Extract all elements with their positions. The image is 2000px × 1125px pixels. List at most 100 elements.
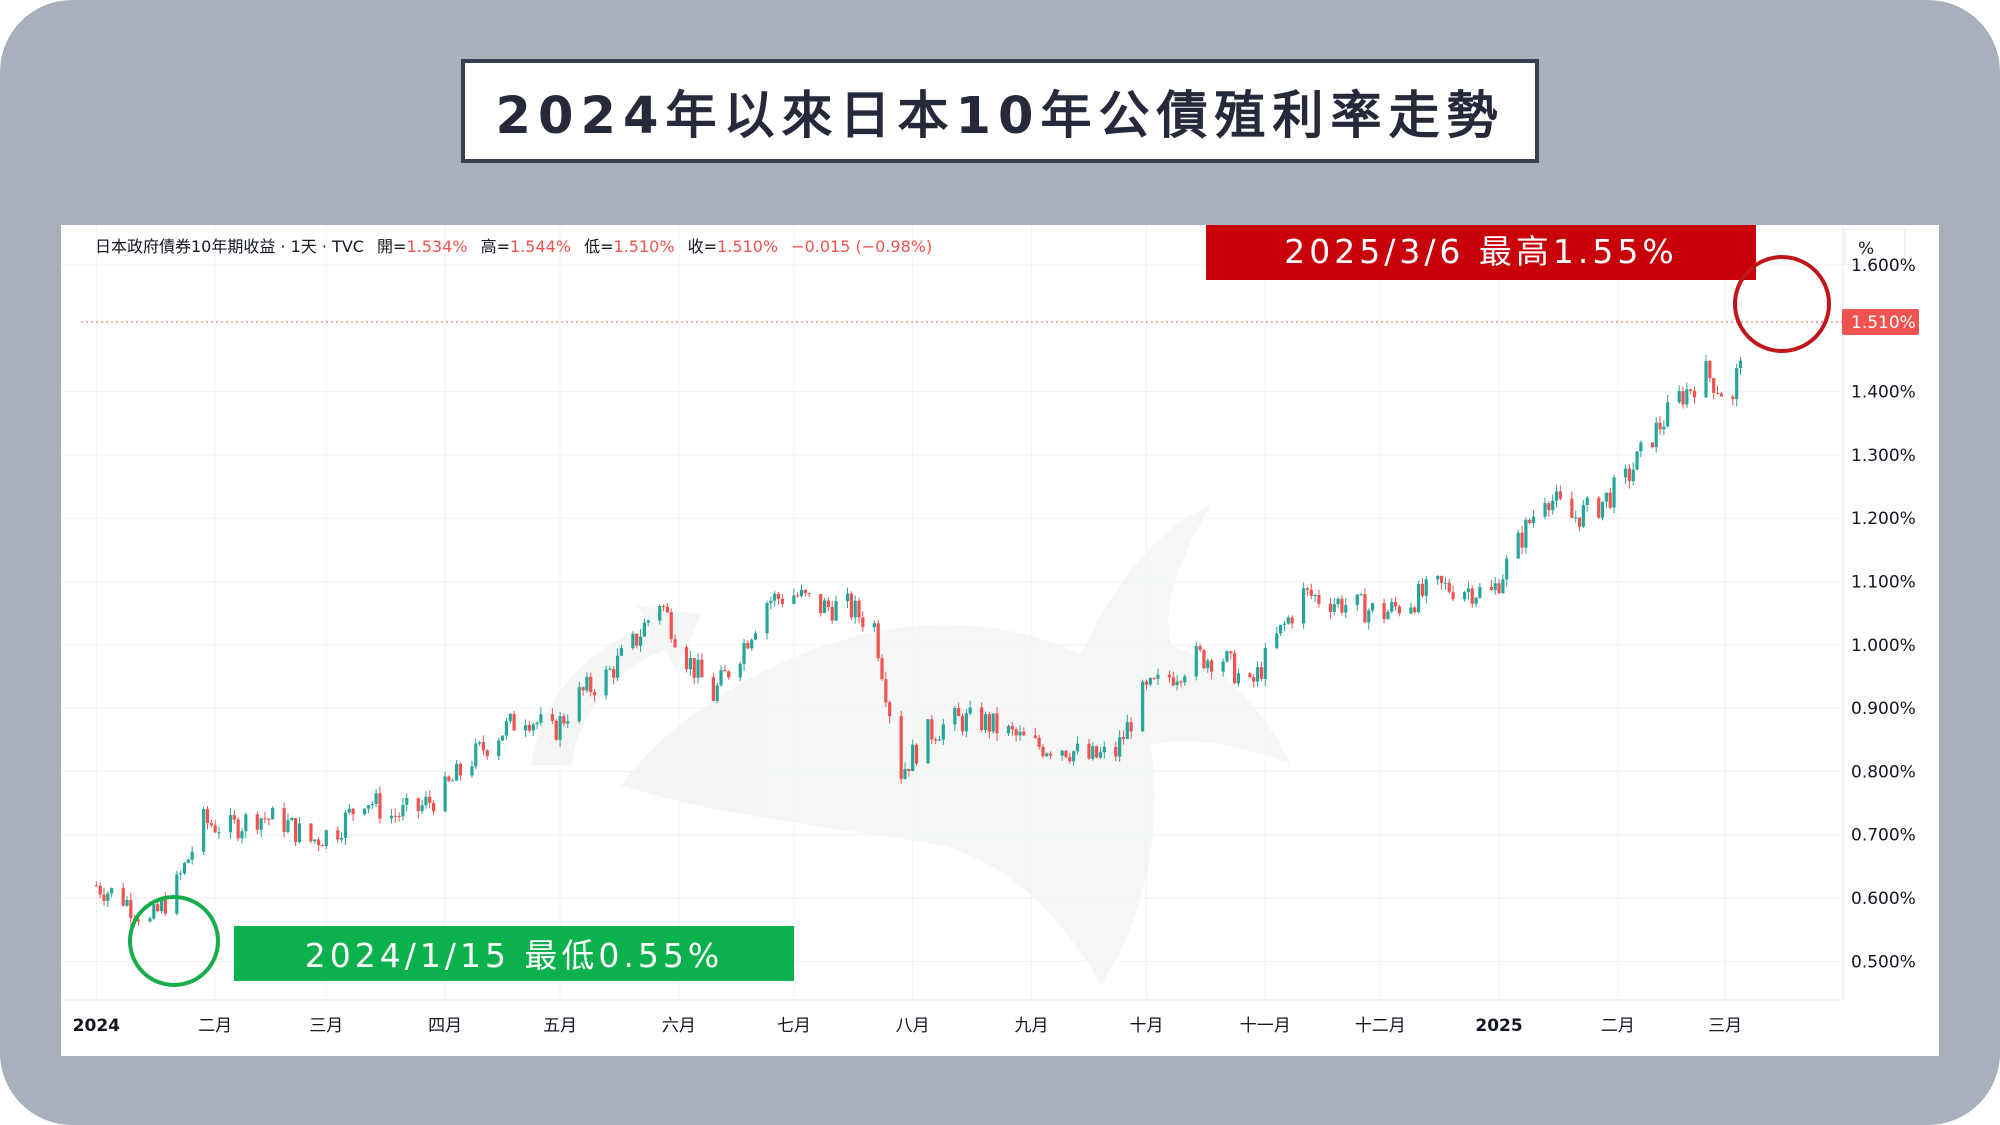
candle	[1236, 668, 1241, 687]
candle	[217, 826, 221, 839]
candle-body	[1006, 726, 1011, 734]
candle-body	[608, 668, 612, 670]
candle-body	[1474, 597, 1478, 604]
y-tick-label: 0.500%	[1851, 952, 1916, 972]
price-tag-label: 1.510%	[1851, 313, 1916, 333]
candle	[1221, 658, 1225, 677]
candle	[125, 896, 129, 907]
candle-body	[550, 714, 555, 721]
candle-body	[1355, 594, 1359, 605]
candle	[1259, 661, 1264, 681]
candle-body	[1095, 746, 1099, 758]
unit-label-box	[1844, 228, 1906, 266]
candle	[642, 618, 646, 637]
candle	[861, 611, 865, 632]
candle-body	[152, 904, 156, 919]
candle	[1393, 596, 1398, 611]
candle	[562, 713, 566, 726]
candle	[1581, 500, 1585, 529]
candle-body	[853, 600, 857, 618]
candle-body	[581, 687, 585, 691]
candle-body	[336, 830, 340, 840]
candle-body	[780, 598, 784, 604]
candle-body	[700, 659, 704, 678]
y-tick-label: 1.000%	[1851, 636, 1916, 656]
candle-body	[343, 812, 348, 838]
candle	[156, 901, 160, 913]
candle	[393, 808, 397, 823]
candle-body	[1332, 604, 1336, 612]
candle-body	[1144, 681, 1149, 685]
candle-body	[612, 668, 616, 678]
candle-body	[635, 633, 639, 646]
candle-body	[125, 899, 129, 906]
y-tick-label: 1.100%	[1851, 573, 1916, 593]
candle	[635, 633, 639, 649]
candle-body	[1600, 501, 1605, 518]
candle-body	[1681, 391, 1685, 405]
high-marker-circle	[1733, 255, 1831, 353]
candle	[669, 608, 673, 643]
candle-body	[1597, 497, 1601, 518]
candle-body	[911, 744, 915, 772]
candle-body	[447, 776, 451, 781]
candle	[592, 689, 597, 702]
candle	[884, 671, 888, 708]
candle	[826, 597, 830, 612]
candle-body	[94, 885, 98, 887]
price-chart[interactable]: 日本政府債券10年期收益 · 1天 · TVC 開=1.534% 高=1.544…	[61, 225, 1939, 1056]
candle	[186, 858, 190, 864]
candle	[401, 797, 405, 821]
candle	[1340, 595, 1344, 616]
candle	[102, 887, 106, 906]
candle-body	[769, 600, 773, 604]
candle-body	[1229, 651, 1233, 654]
candle	[1171, 671, 1175, 687]
candle-body	[577, 687, 581, 722]
candle	[1144, 679, 1149, 690]
candle-body	[190, 851, 194, 860]
candle	[1689, 388, 1693, 395]
candle-body	[121, 888, 125, 906]
candle-body	[1397, 606, 1402, 614]
candle	[1018, 725, 1022, 741]
candle-body	[1570, 498, 1574, 518]
candle-body	[1424, 579, 1428, 596]
candle-body	[1290, 617, 1294, 624]
candle	[1041, 744, 1045, 759]
candle-body	[1627, 468, 1631, 481]
candle-body	[1252, 677, 1256, 682]
candle	[1466, 581, 1471, 600]
candle	[834, 595, 838, 622]
candle-body	[638, 636, 643, 646]
candle	[1022, 727, 1026, 736]
candle	[1060, 749, 1064, 761]
candle-body	[723, 670, 727, 672]
candle-body	[1439, 576, 1444, 583]
candle-body	[684, 647, 689, 670]
x-tick-label: 2025	[1475, 1016, 1522, 1036]
x-tick-label: 十二月	[1355, 1016, 1406, 1036]
candle-body	[1731, 396, 1735, 400]
candle	[1547, 501, 1551, 517]
candle-body	[106, 893, 110, 902]
candle	[1531, 510, 1536, 528]
candle	[1681, 386, 1685, 409]
candle	[903, 762, 907, 780]
candle-body	[1336, 598, 1340, 605]
candle	[558, 711, 562, 748]
candle	[876, 619, 880, 662]
candle	[589, 672, 593, 697]
candle	[286, 813, 290, 834]
x-tick-label: 三月	[1708, 1016, 1742, 1036]
candle-body	[1493, 583, 1497, 591]
candle-body	[1409, 607, 1413, 614]
candle	[1738, 356, 1743, 375]
candle	[1045, 752, 1049, 758]
candle	[1585, 495, 1589, 512]
candle-body	[888, 702, 892, 717]
candle-body	[1359, 594, 1363, 596]
candle	[1355, 594, 1359, 612]
x-tick-label: 六月	[662, 1016, 696, 1036]
candle-body	[1198, 646, 1202, 650]
